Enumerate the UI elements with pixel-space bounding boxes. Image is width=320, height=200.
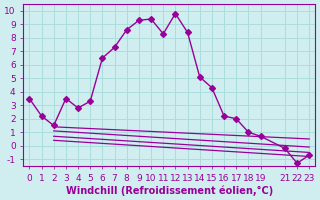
X-axis label: Windchill (Refroidissement éolien,°C): Windchill (Refroidissement éolien,°C)	[66, 185, 273, 196]
